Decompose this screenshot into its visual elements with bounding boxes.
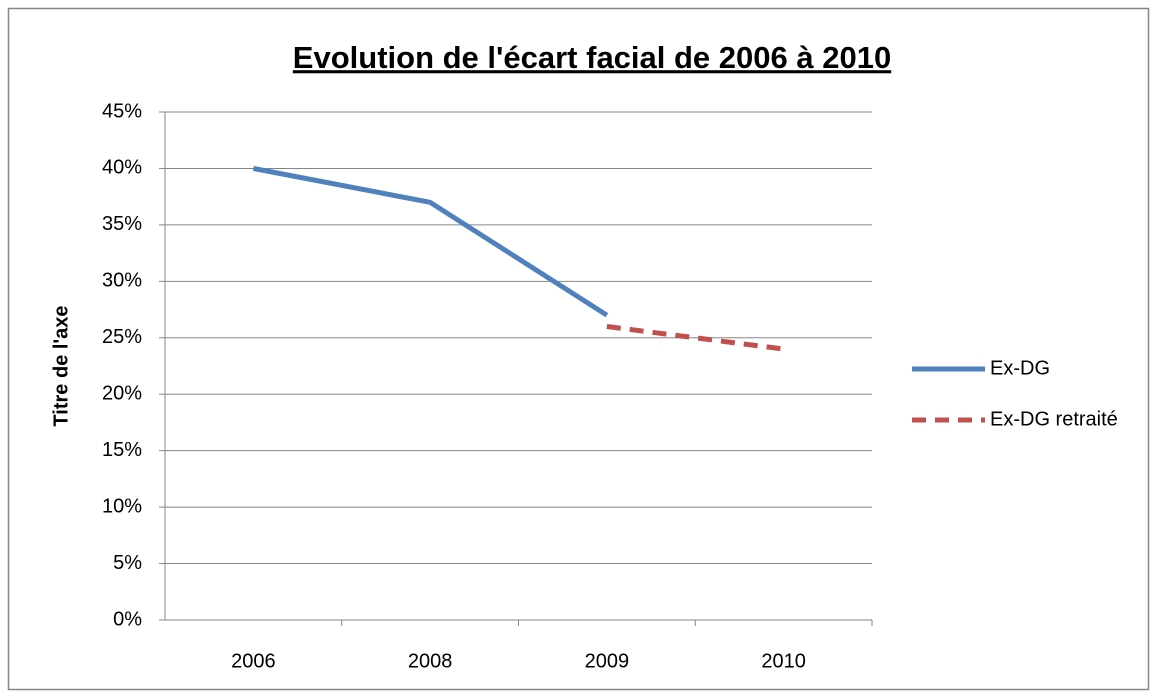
y-axis-title: Titre de l'axe [50, 305, 72, 426]
x-tick-label: 2009 [585, 650, 630, 672]
legend-label: Ex-DG retraité [990, 408, 1118, 430]
x-tick-label: 2008 [408, 650, 453, 672]
x-tick-label: 2010 [761, 650, 806, 672]
chart-title: Evolution de l'écart facial de 2006 à 20… [293, 40, 891, 75]
y-tick-label: 30% [102, 270, 142, 292]
y-tick-label: 40% [102, 157, 142, 179]
y-tick-label: 25% [102, 326, 142, 348]
y-tick-label: 0% [113, 608, 142, 630]
y-tick-label: 10% [102, 495, 142, 517]
y-tick-label: 35% [102, 213, 142, 235]
line-series [606, 324, 784, 352]
line-series [252, 165, 609, 318]
y-tick-label: 20% [102, 383, 142, 405]
y-tick-label: 45% [102, 100, 142, 122]
y-tick-label: 5% [113, 552, 142, 574]
y-tick-label: 15% [102, 439, 142, 461]
x-tick-label: 2006 [231, 650, 276, 672]
chart-border [7, 7, 1150, 691]
legend-label: Ex-DG [990, 357, 1050, 379]
